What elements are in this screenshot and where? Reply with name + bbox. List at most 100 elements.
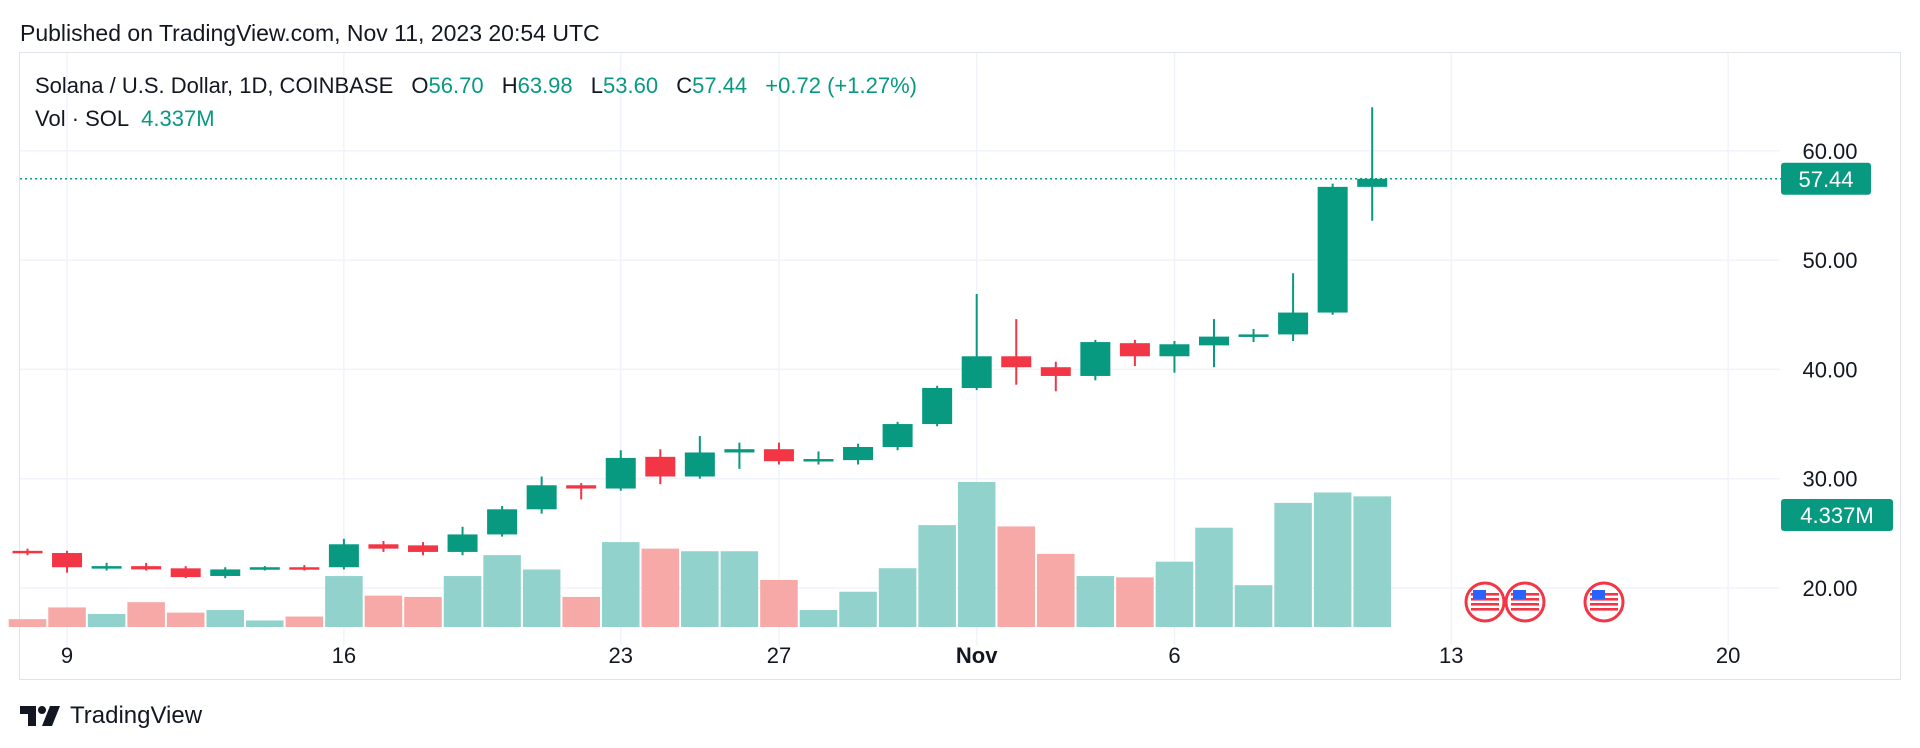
volume-bars — [8, 482, 1391, 627]
candle-body — [1080, 342, 1111, 376]
last-volume-label: 4.337M — [1800, 503, 1873, 528]
flag-stripe — [1590, 603, 1618, 606]
volume-bar — [1155, 561, 1194, 627]
y-tick-label: 30.00 — [1802, 467, 1857, 492]
last-price-label: 57.44 — [1798, 167, 1853, 192]
candle-body — [1317, 186, 1348, 313]
axes: 60.00 50.00 40.00 30.00 20.00 57.44 4.337M 9 16 2… — [20, 139, 1893, 668]
candle-body — [249, 567, 280, 570]
symbol-title: Solana / U.S. Dollar, 1D, COINBASE — [35, 73, 394, 98]
volume-bar — [760, 579, 798, 627]
flag-canton — [1592, 590, 1605, 599]
candle-body — [1040, 367, 1071, 376]
flag-canton — [1513, 590, 1526, 599]
candle-body — [684, 452, 715, 477]
candle-body — [1357, 178, 1388, 187]
candles — [12, 107, 1388, 579]
close-value: 57.44 — [692, 73, 748, 98]
candle-body — [1119, 343, 1150, 357]
low-label: L — [590, 73, 604, 98]
volume-bar — [404, 596, 442, 627]
candle-body — [922, 387, 953, 425]
volume-bar — [562, 596, 600, 627]
volume-bar — [285, 616, 324, 627]
volume-bar — [641, 548, 680, 627]
open-label: O — [411, 73, 429, 98]
x-tick-label: 9 — [61, 643, 73, 668]
us-flag-icon[interactable] — [1583, 581, 1625, 623]
published-caption: Published on TradingView.com, Nov 11, 20… — [20, 20, 600, 46]
grid-lines — [20, 53, 1780, 645]
candle-body — [566, 485, 597, 489]
candle-body — [1199, 336, 1229, 346]
candle-body — [1159, 344, 1190, 357]
volume-bar — [87, 613, 126, 627]
volume-bar — [720, 551, 759, 627]
tradingview-logo-icon — [20, 706, 60, 726]
volume-bar — [483, 555, 521, 627]
volume-bar — [1037, 553, 1075, 627]
volume-bar — [799, 610, 838, 627]
candle-body — [645, 456, 676, 477]
volume-bar — [681, 551, 719, 627]
candle-body — [1278, 312, 1309, 335]
volume-bar — [1195, 527, 1233, 627]
ohlc-legend: Solana / U.S. Dollar, 1D, COINBASE O56.7… — [35, 73, 917, 99]
us-flag-icon[interactable] — [1504, 581, 1546, 623]
volume-label: Vol · SOL — [35, 106, 130, 131]
flag-stripe — [1471, 598, 1499, 601]
chart-frame — [19, 52, 1901, 680]
candle-body — [803, 459, 834, 462]
volume-bar — [918, 525, 956, 627]
candle-body — [289, 567, 320, 570]
high-label: H — [501, 73, 518, 98]
volume-bar — [1076, 576, 1115, 627]
candle-body — [605, 457, 636, 489]
x-tick-label: 13 — [1439, 643, 1463, 668]
volume-bar — [1234, 585, 1273, 627]
candle-body — [961, 356, 992, 388]
volume-bar — [8, 619, 47, 627]
candle-body — [447, 534, 478, 552]
flag-stripe — [1471, 608, 1499, 611]
volume-bar — [878, 568, 917, 627]
flag-canton — [1473, 590, 1486, 599]
flag-stripe — [1590, 598, 1618, 601]
x-tick-label: 23 — [609, 643, 633, 668]
candle-body — [328, 544, 359, 568]
flag-stripe — [1471, 603, 1499, 606]
candle-body — [724, 449, 755, 453]
candle-body — [763, 449, 794, 462]
candle-body — [91, 566, 122, 569]
volume-bar — [522, 569, 561, 627]
volume-bar — [246, 620, 284, 627]
x-tick-label: 20 — [1716, 643, 1740, 668]
event-markers — [1464, 581, 1625, 623]
volume-bar — [127, 602, 165, 627]
volume-bar — [1313, 492, 1352, 627]
volume-bar — [997, 526, 1036, 627]
tradingview-logo[interactable]: TradingView — [20, 702, 202, 730]
volume-bar — [166, 612, 205, 627]
volume-legend: Vol · SOL 4.337M — [35, 106, 215, 132]
brand-name: TradingView — [70, 702, 203, 729]
volume-bar — [48, 607, 86, 627]
volume-bar — [364, 595, 403, 627]
candle-body — [368, 544, 399, 549]
candle-body — [170, 568, 201, 578]
volume-bar — [443, 576, 482, 627]
y-tick-label: 50.00 — [1802, 248, 1857, 273]
candle-body — [843, 447, 874, 461]
x-tick-label: 27 — [767, 643, 791, 668]
last-volume-tag — [1781, 499, 1893, 531]
open-value: 56.70 — [428, 73, 484, 98]
us-flag-icon[interactable] — [1464, 581, 1506, 623]
flag-stripe — [1590, 608, 1618, 611]
low-value: 53.60 — [603, 73, 659, 98]
y-tick-label: 60.00 — [1802, 139, 1857, 164]
volume-bar — [601, 542, 640, 627]
candle-body — [1238, 334, 1269, 337]
y-tick-label: 20.00 — [1802, 576, 1857, 601]
candle-body — [882, 424, 913, 448]
